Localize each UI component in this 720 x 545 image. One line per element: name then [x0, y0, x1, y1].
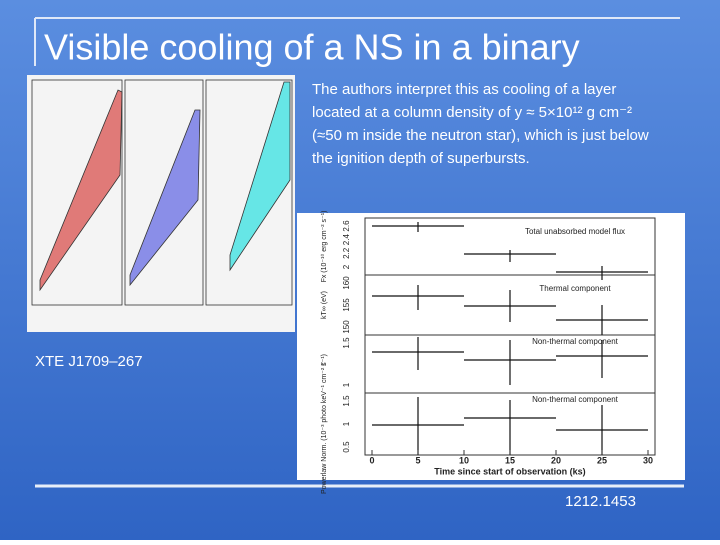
y-tick-label: 1.5 — [342, 337, 351, 349]
reference: 1212.1453 — [565, 493, 636, 510]
y-tick-label: 2.2 — [342, 247, 351, 259]
right-figure: Total unabsorbed model flux Thermal compo… — [297, 211, 685, 494]
x-tick-label: 30 — [643, 455, 653, 465]
y-tick-label: 0.5 — [342, 441, 351, 453]
body-line: the ignition depth of superbursts. — [312, 150, 530, 167]
y-axis-label: Powerlaw Norm. (10⁻³ photo keV⁻¹ cm⁻² s⁻… — [321, 354, 328, 494]
y-tick-label: 1.5 — [342, 395, 351, 407]
x-tick-label: 25 — [597, 455, 607, 465]
wedge-red — [39, 89, 123, 292]
y-tick-label: 160 — [342, 276, 351, 290]
wedge-blue — [129, 109, 201, 287]
wedge-cyan — [229, 81, 291, 272]
source-label: XTE J1709–267 — [35, 353, 143, 370]
x-axis-label: Time since start of observation (ks) — [434, 466, 585, 476]
left-figure — [27, 75, 295, 332]
panel-label: Non-thermal component — [532, 337, 619, 346]
title: Visible cooling of a NS in a binary — [44, 27, 580, 68]
y-tick-label: 1 — [342, 382, 351, 387]
y-tick-label: 2.4 — [342, 234, 351, 246]
body-line: located at a column density of y ≈ 5×10¹… — [312, 104, 632, 121]
panel-label: Total unabsorbed model flux — [525, 227, 625, 236]
figure-bg — [297, 213, 685, 480]
x-tick-label: 20 — [551, 455, 561, 465]
y-tick-label: 2 — [342, 264, 351, 269]
body-line: (≈50 m inside the neutron star), which i… — [312, 127, 649, 144]
points — [372, 222, 648, 455]
y-tick-label: 155 — [342, 298, 351, 312]
panel-label: Non-thermal component — [532, 395, 619, 404]
panel-label: Thermal component — [539, 284, 611, 293]
x-tick-label: 0 — [369, 455, 374, 465]
x-tick-label: 10 — [459, 455, 469, 465]
y-tick-label: 1 — [342, 421, 351, 426]
y-tick-label: 2.6 — [342, 220, 351, 232]
x-tick-label: 5 — [415, 455, 420, 465]
y-axis-label: kT∞ (eV) — [321, 291, 328, 319]
x-tick-label: 15 — [505, 455, 515, 465]
y-tick-label: 150 — [342, 320, 351, 334]
body-line: The authors interpret this as cooling of… — [312, 81, 616, 98]
y-axis-label: Γ — [321, 362, 328, 366]
y-axis-label: Fx (10⁻¹⁰ erg cm⁻² s⁻¹) — [320, 211, 328, 283]
